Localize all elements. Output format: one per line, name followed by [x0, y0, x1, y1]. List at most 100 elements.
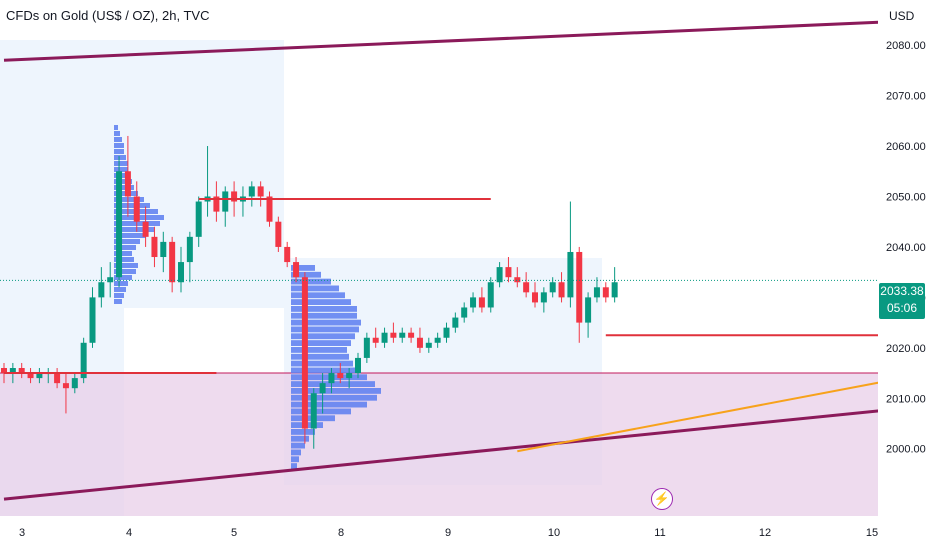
- session-shade: [124, 40, 284, 308]
- candle-body: [558, 282, 565, 298]
- volume-profile-bar: [291, 360, 353, 367]
- candle-body: [160, 241, 167, 258]
- volume-profile-bar: [114, 227, 154, 232]
- volume-profile-bar: [114, 281, 128, 286]
- candle-body: [9, 368, 16, 374]
- volume-profile-bar: [291, 463, 297, 469]
- volume-profile-bar: [291, 388, 381, 394]
- candle-body: [310, 393, 317, 429]
- candle-body: [523, 282, 530, 293]
- candle-body: [36, 373, 43, 379]
- candle-body: [266, 196, 273, 222]
- candle-body: [151, 236, 158, 258]
- candle-body: [1, 368, 7, 374]
- time-tick-label: 10: [548, 527, 560, 539]
- candle-body: [461, 307, 468, 318]
- candle-body: [408, 332, 415, 338]
- volume-profile-bar: [114, 155, 126, 160]
- candle-body: [98, 282, 105, 298]
- volume-profile-bar: [291, 299, 351, 305]
- candle-body: [452, 317, 459, 328]
- volume-profile-bar: [291, 401, 367, 408]
- price-axis: 2080.002070.002060.002050.002040.002030.…: [878, 0, 932, 550]
- candle-body: [275, 221, 282, 247]
- volume-profile-bar: [114, 275, 132, 280]
- candle-body: [496, 267, 503, 283]
- candle-body: [505, 267, 512, 278]
- candle-body: [89, 297, 96, 343]
- last-price-tag: 2033.38 05:06: [879, 283, 925, 319]
- candle-body: [363, 337, 370, 358]
- candle-body: [487, 282, 494, 308]
- price-tick-label: 2000.00: [886, 444, 926, 456]
- candle-body: [514, 277, 521, 283]
- volume-profile-bar: [114, 137, 122, 142]
- volume-profile-bar: [291, 394, 377, 401]
- last-price-value: 2033.38: [880, 284, 924, 298]
- volume-profile-bar: [291, 312, 357, 319]
- candle-body: [71, 378, 78, 389]
- price-tick-label: 2020.00: [886, 343, 926, 355]
- candle-body: [80, 342, 87, 379]
- candle-body: [54, 373, 61, 384]
- volume-profile-bar: [291, 271, 321, 278]
- candle-body: [107, 277, 114, 283]
- volume-profile-bar: [114, 293, 124, 298]
- volume-profile-bar: [114, 269, 136, 274]
- time-tick-label: 12: [759, 527, 771, 539]
- price-tick-label: 2060.00: [886, 141, 926, 153]
- candle-body: [293, 262, 300, 278]
- candle-body: [540, 292, 547, 303]
- candle-body: [284, 246, 291, 263]
- candle-body: [434, 337, 441, 343]
- volume-profile-bar: [291, 306, 357, 312]
- candle-body: [231, 191, 238, 202]
- volume-profile-bar: [114, 233, 146, 238]
- lightning-icon[interactable]: ⚡: [651, 488, 673, 510]
- volume-profile-bar: [291, 449, 301, 456]
- candle-body: [381, 332, 388, 343]
- candle-body: [62, 383, 69, 389]
- volume-profile-bar: [114, 251, 132, 256]
- volume-profile-bar: [114, 185, 134, 190]
- volume-profile-bar: [291, 353, 349, 360]
- volume-profile-bar: [114, 263, 138, 268]
- drawings-layer: [0, 18, 932, 501]
- candle-body: [346, 373, 353, 379]
- bar-countdown: 05:06: [886, 301, 918, 315]
- volume-profile-bar: [291, 435, 309, 442]
- currency-label[interactable]: USD: [889, 9, 915, 23]
- volume-profile-bar: [114, 239, 140, 244]
- candle-body: [470, 297, 477, 308]
- volume-profile-bar: [114, 203, 150, 208]
- candle-body: [416, 337, 423, 348]
- candle-body: [611, 282, 618, 298]
- volume-profile-bar: [114, 287, 126, 292]
- volume-profile-bar: [291, 333, 355, 340]
- volume-profile-bar: [114, 179, 132, 184]
- candle-body: [319, 383, 326, 394]
- support-zone: [0, 373, 878, 516]
- candle-body: [585, 297, 592, 323]
- volume-profile-bar: [291, 292, 345, 299]
- volume-profile-bar: [291, 265, 315, 271]
- volume-profile-bar: [291, 429, 315, 435]
- price-tick-label: 2080.00: [886, 40, 926, 52]
- time-tick-label: 8: [338, 527, 344, 539]
- volume-profile-bar: [291, 367, 361, 374]
- zone-layer: [0, 372, 878, 516]
- candle-body: [443, 327, 450, 338]
- volume-profile-bar: [114, 197, 144, 202]
- candle-body: [142, 221, 149, 237]
- candles-layer: [1, 135, 618, 449]
- price-tick-label: 2050.00: [886, 191, 926, 203]
- candle-body: [195, 201, 202, 237]
- volume-profile-bar: [114, 149, 124, 154]
- candle-body: [593, 287, 600, 298]
- candle-body: [18, 368, 25, 374]
- time-tick-label: 15: [866, 527, 878, 539]
- candle-body: [355, 357, 361, 374]
- trendline: [517, 371, 932, 453]
- candle-body: [248, 186, 255, 197]
